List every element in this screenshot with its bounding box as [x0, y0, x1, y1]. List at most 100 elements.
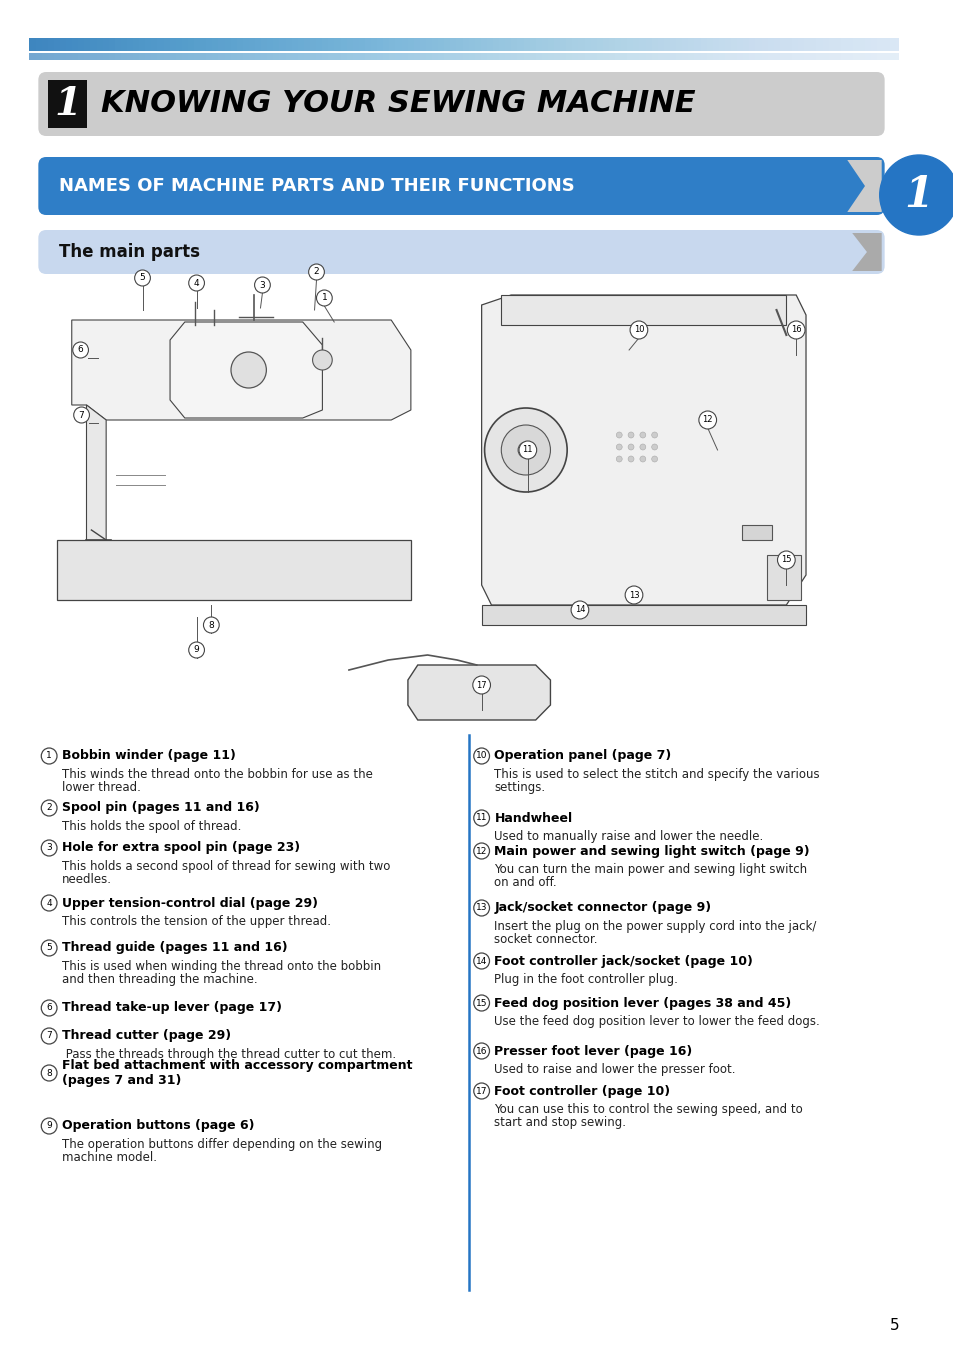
Circle shape: [474, 995, 489, 1011]
Text: Upper tension-control dial (page 29): Upper tension-control dial (page 29): [62, 896, 317, 910]
Text: Use the feed dog position lever to lower the feed dogs.: Use the feed dog position lever to lower…: [494, 1015, 820, 1029]
Circle shape: [474, 1082, 489, 1099]
Text: KNOWING YOUR SEWING MACHINE: KNOWING YOUR SEWING MACHINE: [101, 89, 695, 119]
Text: Jack/socket connector (page 9): Jack/socket connector (page 9): [494, 902, 711, 914]
Circle shape: [231, 352, 266, 388]
Circle shape: [316, 290, 332, 306]
Circle shape: [627, 431, 634, 438]
Text: Feed dog position lever (pages 38 and 45): Feed dog position lever (pages 38 and 45…: [494, 996, 791, 1010]
Text: 4: 4: [193, 279, 199, 287]
Text: on and off.: on and off.: [494, 876, 557, 888]
Circle shape: [41, 799, 57, 816]
Text: 6: 6: [77, 345, 84, 355]
Polygon shape: [87, 404, 106, 555]
Polygon shape: [408, 665, 550, 720]
Text: This holds the spool of thread.: This holds the spool of thread.: [62, 820, 241, 833]
Text: Pass the threads through the thread cutter to cut them.: Pass the threads through the thread cutt…: [62, 1047, 395, 1061]
Text: start and stop sewing.: start and stop sewing.: [494, 1116, 626, 1130]
Text: 1: 1: [321, 294, 327, 302]
Text: Operation buttons (page 6): Operation buttons (page 6): [62, 1119, 254, 1132]
FancyBboxPatch shape: [38, 231, 883, 274]
Bar: [48, 80, 88, 128]
Circle shape: [473, 675, 490, 694]
Circle shape: [41, 748, 57, 764]
Text: 16: 16: [790, 325, 801, 334]
Circle shape: [639, 443, 645, 450]
FancyBboxPatch shape: [38, 71, 883, 136]
Circle shape: [474, 842, 489, 859]
Circle shape: [571, 601, 588, 619]
Text: This holds a second spool of thread for sewing with two: This holds a second spool of thread for …: [62, 860, 390, 874]
Circle shape: [616, 431, 621, 438]
Text: 17: 17: [476, 1086, 487, 1096]
Circle shape: [484, 408, 567, 492]
Circle shape: [624, 586, 642, 604]
Circle shape: [639, 431, 645, 438]
Circle shape: [518, 441, 537, 460]
Polygon shape: [170, 322, 322, 418]
Circle shape: [651, 456, 657, 462]
Polygon shape: [851, 233, 881, 271]
Text: 2: 2: [314, 267, 319, 276]
Text: 1: 1: [47, 751, 52, 760]
Circle shape: [627, 443, 634, 450]
Text: Thread take-up lever (page 17): Thread take-up lever (page 17): [62, 1002, 282, 1015]
Polygon shape: [481, 605, 805, 625]
Text: 14: 14: [574, 605, 584, 615]
Text: 1: 1: [54, 85, 81, 123]
Text: Used to manually raise and lower the needle.: Used to manually raise and lower the nee…: [494, 830, 762, 842]
Circle shape: [313, 350, 332, 369]
Circle shape: [517, 442, 533, 458]
Text: 11: 11: [476, 813, 487, 822]
Text: machine model.: machine model.: [62, 1151, 156, 1165]
Circle shape: [72, 342, 89, 359]
Text: This controls the tension of the upper thread.: This controls the tension of the upper t…: [62, 915, 331, 927]
Text: 8: 8: [47, 1069, 52, 1077]
Text: This is used to select the stitch and specify the various: This is used to select the stitch and sp…: [494, 768, 820, 780]
Text: You can use this to control the sewing speed, and to: You can use this to control the sewing s…: [494, 1103, 802, 1116]
Text: 12: 12: [701, 415, 712, 425]
Text: 7: 7: [79, 411, 85, 419]
Circle shape: [203, 617, 219, 634]
Circle shape: [629, 321, 647, 338]
Text: 15: 15: [476, 999, 487, 1007]
Text: 13: 13: [476, 903, 487, 913]
Text: 1: 1: [903, 174, 933, 216]
Circle shape: [254, 276, 270, 293]
Circle shape: [777, 551, 795, 569]
Text: Foot controller jack/socket (page 10): Foot controller jack/socket (page 10): [494, 954, 753, 968]
Text: 12: 12: [476, 847, 487, 856]
Polygon shape: [846, 160, 881, 212]
Text: Insert the plug on the power supply cord into the jack/: Insert the plug on the power supply cord…: [494, 919, 816, 933]
Text: 5: 5: [139, 274, 145, 283]
Circle shape: [41, 1117, 57, 1134]
Text: 9: 9: [193, 646, 199, 655]
Circle shape: [474, 810, 489, 826]
Text: Handwheel: Handwheel: [494, 811, 572, 825]
Circle shape: [41, 940, 57, 956]
Polygon shape: [500, 295, 785, 325]
Text: Thread guide (pages 11 and 16): Thread guide (pages 11 and 16): [62, 941, 287, 954]
Polygon shape: [481, 295, 805, 605]
Text: Spool pin (pages 11 and 16): Spool pin (pages 11 and 16): [62, 802, 259, 814]
Circle shape: [879, 155, 953, 235]
Text: NAMES OF MACHINE PARTS AND THEIR FUNCTIONS: NAMES OF MACHINE PARTS AND THEIR FUNCTIO…: [59, 177, 574, 195]
Circle shape: [651, 443, 657, 450]
Circle shape: [309, 264, 324, 280]
Text: 3: 3: [259, 280, 265, 290]
Circle shape: [699, 411, 716, 429]
Circle shape: [41, 1000, 57, 1016]
Text: This is used when winding the thread onto the bobbin: This is used when winding the thread ont…: [62, 960, 380, 973]
Polygon shape: [71, 319, 411, 421]
Text: 13: 13: [628, 590, 639, 600]
Circle shape: [474, 900, 489, 917]
Text: Operation panel (page 7): Operation panel (page 7): [494, 749, 671, 763]
Circle shape: [41, 1029, 57, 1043]
Circle shape: [189, 275, 204, 291]
Text: Used to raise and lower the presser foot.: Used to raise and lower the presser foot…: [494, 1064, 735, 1076]
Bar: [741, 524, 771, 541]
Text: needles.: needles.: [62, 874, 112, 886]
Circle shape: [651, 431, 657, 438]
Circle shape: [41, 895, 57, 911]
Circle shape: [134, 270, 151, 286]
